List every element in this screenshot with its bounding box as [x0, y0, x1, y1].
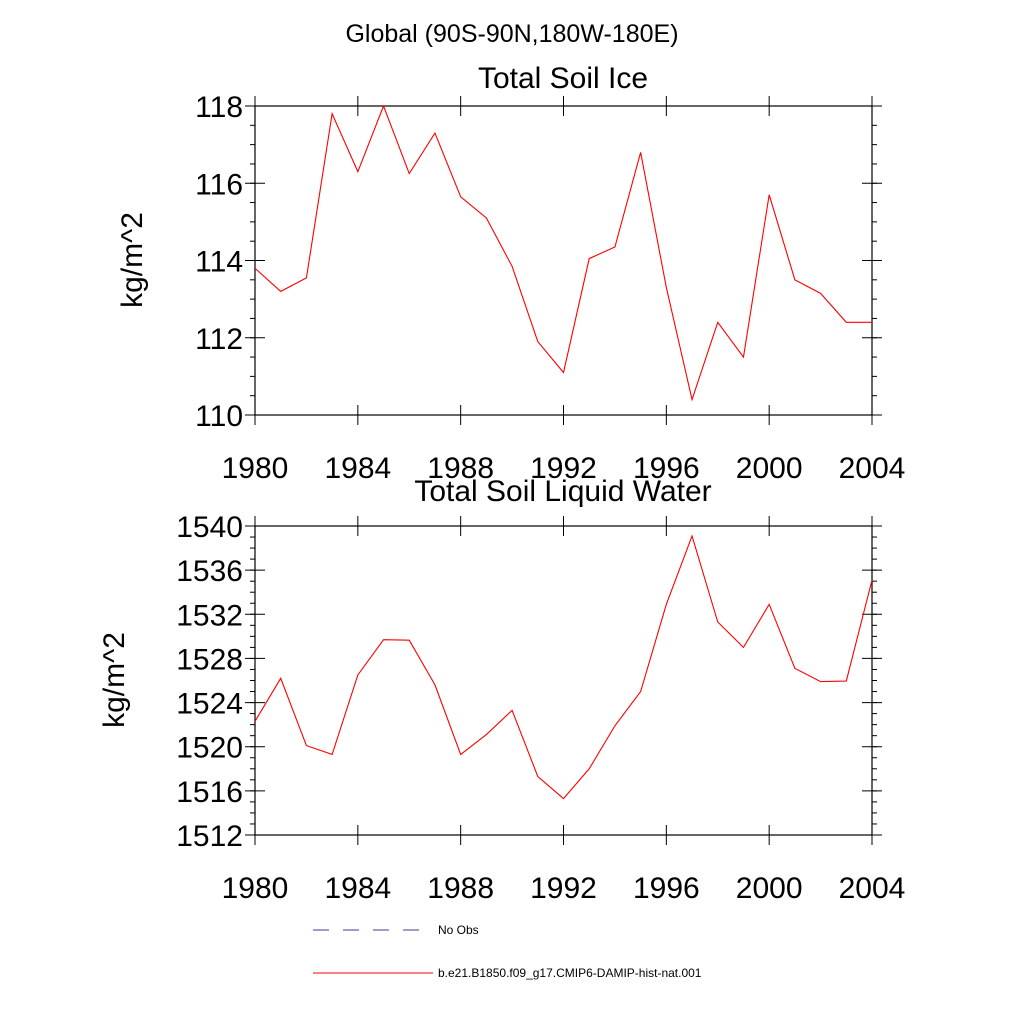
panel-title: Total Soil Ice	[478, 62, 648, 95]
x-tick-label: 1980	[222, 452, 289, 485]
plot-frame	[254, 105, 873, 416]
y-axis-label: kg/m^2	[116, 212, 149, 308]
x-tick-label: 2000	[736, 872, 803, 905]
y-tick-label: 110	[195, 400, 243, 433]
x-tick-labels: 1980 1984 1988 1992 1996 2000 2004	[222, 872, 906, 905]
legend: No Obs b.e21.B1850.f09_g17.CMIP6-DAMIP-h…	[313, 923, 702, 980]
y-tick-label: 1536	[176, 555, 243, 588]
x-tick-label: 1980	[222, 872, 289, 905]
y-tick-label: 1524	[176, 688, 243, 721]
axis-ticks	[245, 516, 882, 845]
x-tick-labels: 1980 1984 1988 1992 1996 2000 2004	[222, 452, 906, 485]
y-tick-label: 116	[195, 168, 243, 201]
panel-soil-liquid-water: Total Soil Liquid Water kg/m^2 151215161…	[98, 475, 905, 905]
x-tick-label: 1988	[427, 872, 494, 905]
x-tick-label: 2004	[839, 872, 906, 905]
y-tick-label: 1528	[176, 643, 243, 676]
y-tick-label: 1520	[176, 732, 243, 765]
y-tick-labels: 110 112 114 116 118	[195, 91, 243, 433]
x-tick-label: 2000	[736, 452, 803, 485]
plot-frame	[254, 525, 873, 836]
y-tick-label: 114	[195, 246, 243, 279]
axis-ticks	[245, 96, 882, 425]
y-tick-label: 1512	[176, 820, 243, 853]
legend-item-obs: No Obs	[313, 923, 479, 937]
panel-title: Total Soil Liquid Water	[414, 475, 711, 508]
y-tick-label: 1540	[176, 511, 243, 544]
y-tick-label: 1532	[176, 599, 243, 632]
x-tick-label: 1996	[633, 452, 700, 485]
y-tick-label: 1516	[176, 776, 243, 809]
y-tick-labels: 1512 1516 1520 1524 1528 1532 1536 1540	[176, 511, 243, 853]
series-lines	[254, 104, 872, 402]
x-tick-label: 2004	[839, 452, 906, 485]
series-lines	[254, 534, 873, 800]
legend-item-model: b.e21.B1850.f09_g17.CMIP6-DAMIP-hist-nat…	[313, 966, 702, 980]
x-tick-label: 1984	[324, 872, 391, 905]
y-axis-label: kg/m^2	[98, 632, 131, 728]
legend-label-model: b.e21.B1850.f09_g17.CMIP6-DAMIP-hist-nat…	[438, 966, 702, 980]
panel-soil-ice: Total Soil Ice kg/m^2 110 112 114 116 118 19…	[116, 62, 905, 485]
x-tick-label: 1996	[633, 872, 700, 905]
x-tick-label: 1988	[427, 452, 494, 485]
figure-title: Global (90S-90N,180W-180E)	[345, 20, 678, 48]
y-tick-label: 112	[195, 323, 243, 356]
x-tick-label: 1992	[530, 452, 597, 485]
legend-label-obs: No Obs	[438, 923, 479, 937]
x-tick-label: 1984	[324, 452, 391, 485]
x-tick-label: 1992	[530, 872, 597, 905]
y-tick-label: 118	[195, 91, 243, 124]
series-line-model	[254, 104, 872, 402]
series-line-model	[254, 534, 873, 800]
